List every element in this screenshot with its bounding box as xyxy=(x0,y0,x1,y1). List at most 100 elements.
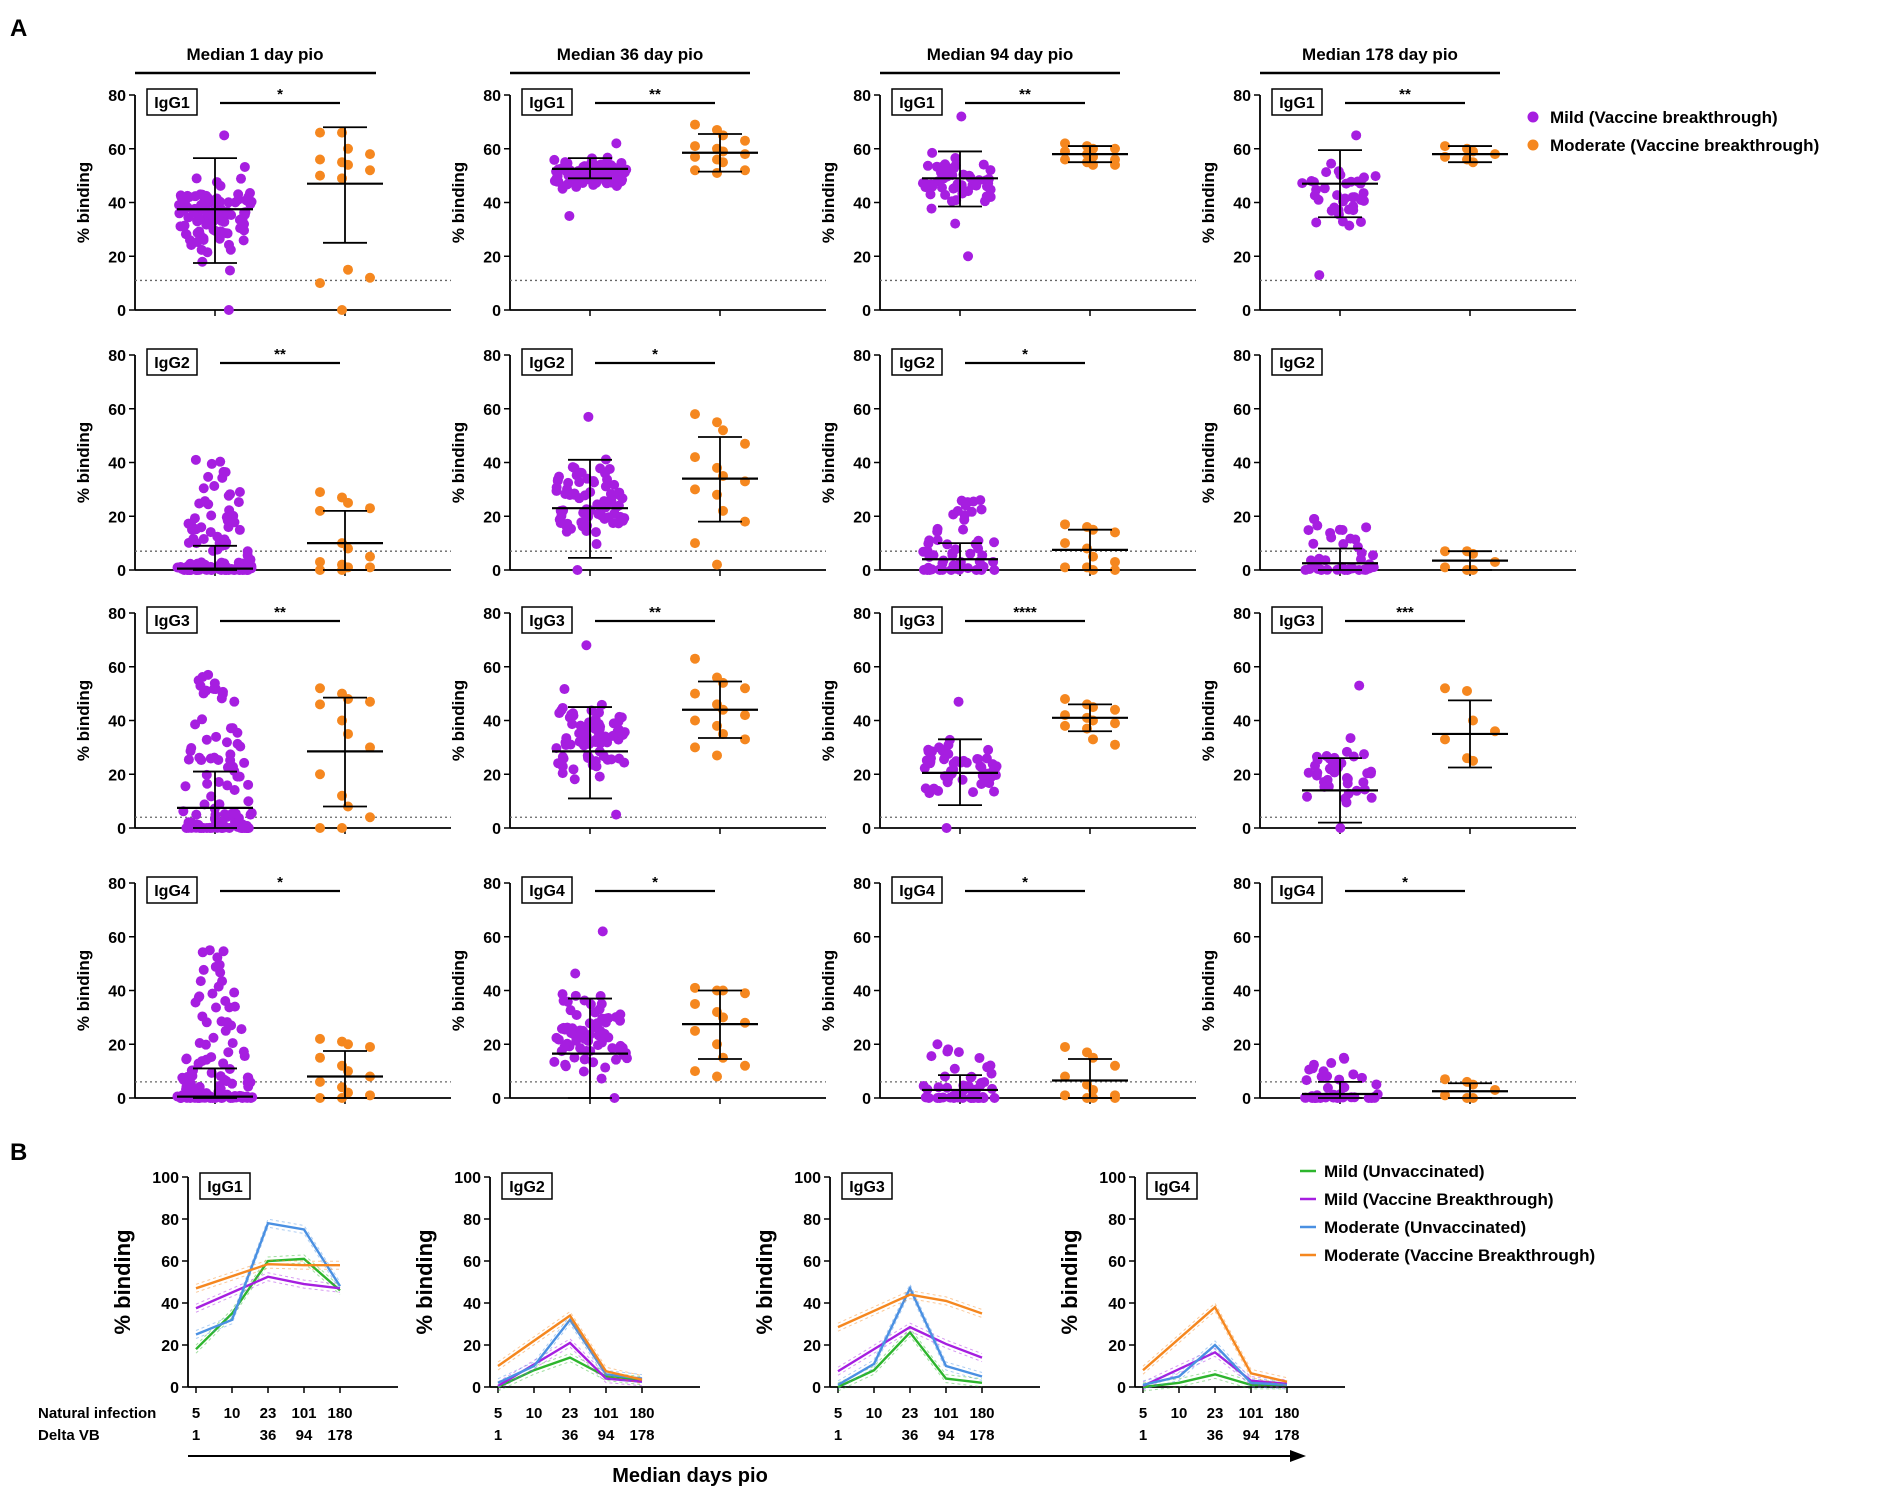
y-tick-label: 20 xyxy=(1233,249,1251,266)
y-axis-title: % binding xyxy=(1199,680,1218,761)
mild-point xyxy=(180,781,191,792)
mild-point xyxy=(223,1047,234,1058)
mild-point xyxy=(227,723,238,734)
mild-point xyxy=(575,1043,586,1054)
moderate-point xyxy=(1490,556,1500,567)
mild-point xyxy=(1348,205,1359,216)
mild-point xyxy=(1355,554,1366,565)
moderate-point xyxy=(690,409,700,420)
series-ci-3 xyxy=(497,1322,643,1388)
mild-point xyxy=(1358,777,1369,788)
y-axis-title: % binding xyxy=(1057,1229,1082,1334)
mild-point xyxy=(595,991,606,1002)
subclass-box xyxy=(146,606,198,634)
mild-point xyxy=(974,1052,985,1063)
mild-point xyxy=(1339,1053,1350,1064)
moderate-point xyxy=(1110,1093,1120,1103)
x-tick-label-natural: 5 xyxy=(494,1405,502,1422)
moderate-point xyxy=(1060,1090,1070,1101)
y-tick-label: 60 xyxy=(803,1254,821,1271)
mild-point xyxy=(180,229,191,240)
mild-point xyxy=(221,737,232,748)
subclass-box xyxy=(521,606,573,634)
mild-point xyxy=(949,182,960,193)
mild-point xyxy=(200,1039,211,1050)
mild-point xyxy=(564,210,575,221)
y-tick-label: 40 xyxy=(1233,196,1251,213)
x-tick-label-vb: 36 xyxy=(562,1427,579,1444)
series-ci-2 xyxy=(1142,1355,1288,1391)
plot-b-2: 0 20 40 60 80 100 % binding IgG2 5 10 23 101 180 1 36 9… xyxy=(412,1170,700,1444)
mild-point xyxy=(928,550,939,561)
mild-point xyxy=(976,504,987,515)
column-header-4: Median 178 day pio xyxy=(1260,45,1500,75)
x-tick-label-natural: 10 xyxy=(526,1405,543,1422)
mild-point xyxy=(985,165,996,176)
mild-point xyxy=(241,195,252,206)
y-axis-title: % binding xyxy=(752,1229,777,1334)
plot-a-3-2: 0 20 40 60 80 % binding IgG3 ** xyxy=(449,604,826,838)
y-tick-label: 0 xyxy=(1242,821,1251,838)
y-tick-label: 0 xyxy=(1117,1380,1126,1397)
mild-point xyxy=(1302,791,1313,802)
mild-point xyxy=(989,786,1000,797)
mild-point xyxy=(206,510,217,521)
moderate-point xyxy=(365,503,375,514)
series-line-3 xyxy=(195,1221,342,1336)
legend-b-item-1: Mild (Unvaccinated) xyxy=(1324,1162,1485,1181)
y-tick-label: 80 xyxy=(108,876,126,893)
y-tick-label: 40 xyxy=(853,196,871,213)
plot-a-4-4: 0 20 40 60 80 % binding IgG4 * xyxy=(1199,874,1576,1108)
series-line-3 xyxy=(837,1285,983,1386)
mild-point xyxy=(562,179,573,190)
x-tick-label-natural: 5 xyxy=(834,1405,842,1422)
moderate-point xyxy=(690,653,700,664)
mild-point xyxy=(1352,541,1363,552)
x-tick-label-natural: 23 xyxy=(1207,1405,1224,1422)
mild-point xyxy=(989,1092,1000,1103)
moderate-point xyxy=(1440,1074,1450,1085)
moderate-point xyxy=(690,452,700,463)
mild-point xyxy=(185,746,196,757)
legend-b-item-2: Mild (Vaccine Breakthrough) xyxy=(1324,1190,1554,1209)
column-title-2: Median 36 day pio xyxy=(557,45,703,64)
mild-point xyxy=(208,684,219,695)
x-tick-label-natural: 180 xyxy=(969,1405,994,1422)
mild-point xyxy=(611,809,622,820)
mild-point xyxy=(950,153,961,164)
moderate-point xyxy=(1490,1084,1500,1095)
mild-point xyxy=(619,727,630,738)
mild-point xyxy=(188,533,199,544)
sig-label: * xyxy=(1022,874,1028,891)
mild-point xyxy=(233,497,244,508)
panel-a-plots: 0 20 40 60 80 % binding IgG1 * 0 20 40 60 80 % bindin… xyxy=(74,86,1576,1108)
mild-point xyxy=(191,809,202,820)
series-ci-4 xyxy=(497,1318,643,1385)
moderate-point xyxy=(365,742,375,753)
mild-point xyxy=(181,1053,192,1064)
y-axis-title: % binding xyxy=(1199,162,1218,243)
moderate-point xyxy=(315,127,325,138)
series-ci-4 xyxy=(195,1259,340,1285)
mild-point xyxy=(613,716,624,727)
mild-point xyxy=(235,741,246,752)
mild-point xyxy=(234,487,245,498)
mild-point xyxy=(209,752,220,763)
moderate-point xyxy=(365,812,375,823)
moderate-point xyxy=(690,1066,700,1077)
mild-point xyxy=(223,305,234,315)
mild-point xyxy=(981,181,992,192)
y-tick-label: 60 xyxy=(108,930,126,947)
mild-point xyxy=(559,684,570,695)
mild-point xyxy=(1370,171,1381,182)
y-tick-label: 80 xyxy=(853,348,871,365)
mild-point xyxy=(1308,1059,1319,1070)
mild-point xyxy=(598,751,609,762)
mild-point xyxy=(1358,172,1369,183)
mild-point xyxy=(1345,533,1356,544)
mild-point xyxy=(957,774,968,785)
subclass-box xyxy=(1271,88,1323,116)
series-ci-1 xyxy=(1142,1377,1287,1392)
mild-point xyxy=(1311,751,1322,762)
